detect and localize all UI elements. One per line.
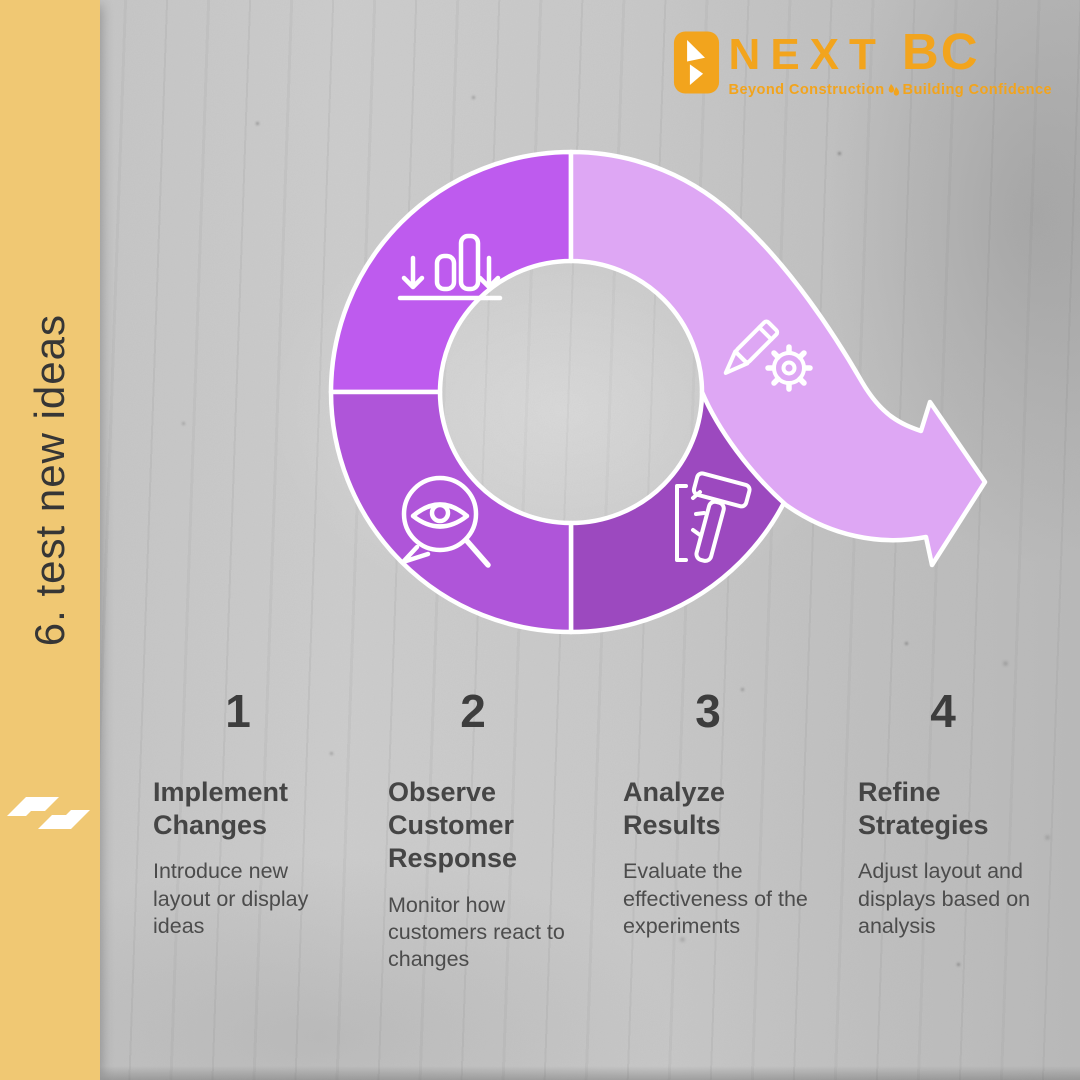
next-bc-logo-icon <box>673 31 719 94</box>
step-number: 4 <box>930 685 956 737</box>
declining-bar-chart-icon <box>397 233 503 301</box>
pencil-gear-icon <box>723 319 813 392</box>
logo-tagline: Beyond Construction Building Confidence <box>729 82 1052 98</box>
s-zigzag-icon <box>7 797 90 829</box>
tagline-right: Building Confidence <box>902 82 1052 98</box>
step-description: Evaluate the effectiveness of the experi… <box>623 859 808 938</box>
observe-eye-icon <box>400 475 491 568</box>
hammer-impact-icon <box>675 471 752 563</box>
logo-next-text: NEXT <box>728 30 886 79</box>
step-description: Introduce new layout or display ideas <box>153 859 309 938</box>
step-4: 4 Refine Strategies Adjust layout and di… <box>858 688 1056 974</box>
step-number: 3 <box>695 685 721 737</box>
step-number: 1 <box>225 685 251 737</box>
tagline-separator-icon <box>888 84 899 96</box>
step-3: 3 Analyze Results Evaluate the effective… <box>623 688 821 974</box>
step-title: Refine Strategies <box>858 777 989 841</box>
step-number: 2 <box>460 685 486 737</box>
brand-logo: NEXT BC Beyond Construction Building Con… <box>673 23 1052 98</box>
sidebar: 6. test new ideas <box>0 0 100 1080</box>
tagline-left: Beyond Construction <box>728 82 885 98</box>
steps-section: 1 Implement Changes Introduce new layout… <box>100 688 1056 974</box>
segment-top-left <box>328 149 574 395</box>
step-1: 1 Implement Changes Introduce new layout… <box>153 688 351 974</box>
step-title: Analyze Results <box>623 777 726 841</box>
segment-bottom-left <box>328 389 574 635</box>
step-title: Observe Customer Response <box>388 777 518 874</box>
step-description: Adjust layout and displays based on anal… <box>858 859 1031 938</box>
step-description: Monitor how customers react to changes <box>388 892 565 972</box>
step-title: Implement Changes <box>153 777 289 841</box>
logo-bc-text: BC <box>901 23 980 80</box>
step-2: 2 Observe Customer Response Monitor how … <box>388 688 586 974</box>
